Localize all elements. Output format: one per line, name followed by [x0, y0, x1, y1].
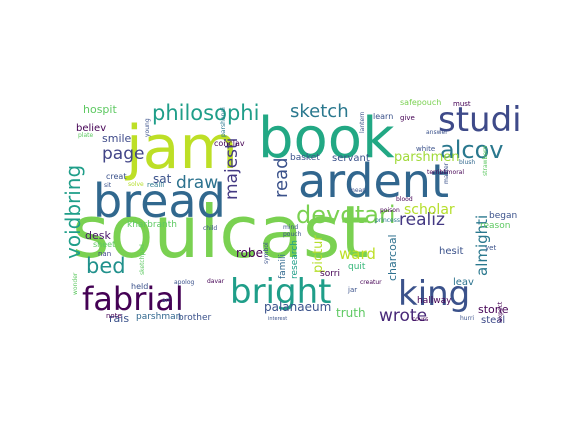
word: sheet — [93, 240, 116, 249]
word: strawberri — [482, 145, 489, 176]
word: sketchpad — [139, 244, 146, 275]
word: began — [489, 211, 518, 221]
word: note — [106, 312, 122, 320]
word: art — [162, 297, 171, 304]
word: quit — [348, 262, 366, 272]
word: philosophi — [152, 101, 260, 125]
word: conclav — [214, 139, 245, 148]
word: hurri — [460, 315, 475, 322]
word: scholar — [404, 202, 455, 218]
word: poison — [380, 207, 400, 214]
word: hospit — [83, 103, 117, 116]
word: terriblimoral — [427, 169, 465, 176]
word: held — [131, 282, 149, 291]
word: believ — [76, 123, 107, 134]
word: read — [271, 157, 292, 198]
word: apolog — [174, 279, 195, 286]
word: realli — [147, 181, 165, 189]
word: blush — [459, 159, 476, 166]
word: fabrial — [82, 280, 184, 318]
word: pouch — [283, 231, 302, 238]
word: bed — [86, 254, 126, 278]
word: sorri — [320, 269, 340, 279]
word: charcoal — [386, 234, 399, 281]
word: page — [102, 144, 145, 164]
word: ward — [339, 245, 376, 263]
word: famili — [278, 254, 288, 279]
word: rais — [109, 312, 130, 325]
word: safepouch — [400, 98, 442, 107]
word: parshmen — [394, 150, 460, 165]
word: solve — [128, 181, 144, 188]
word: must — [453, 100, 471, 108]
word: soulcast — [72, 190, 369, 274]
word: desk — [85, 229, 111, 242]
word: creatur — [360, 279, 382, 286]
word: mean — [349, 187, 367, 194]
word: jam — [126, 113, 238, 183]
word: bread — [93, 174, 226, 228]
word: stone — [478, 303, 509, 316]
word: truth — [336, 306, 366, 320]
word: hesit — [439, 246, 464, 257]
word: basket — [290, 153, 320, 163]
word: pictur — [311, 235, 326, 273]
word: answer — [426, 129, 448, 136]
word: sketch — [290, 101, 349, 122]
word: expect — [497, 301, 504, 322]
word: draw — [176, 173, 219, 193]
word: parshendi — [220, 107, 227, 137]
word: hallway — [417, 296, 452, 306]
word: book — [258, 106, 395, 171]
word: young — [144, 118, 151, 137]
word: research — [290, 240, 300, 279]
word: learn — [373, 112, 394, 121]
word: creat — [106, 172, 127, 181]
word: servant — [332, 153, 370, 164]
word: sit — [104, 182, 112, 189]
word: lantern — [359, 111, 366, 133]
word: studi — [438, 100, 522, 140]
word: brother — [178, 313, 212, 323]
word: sat — [153, 172, 172, 186]
word: nan — [98, 250, 112, 258]
word: white — [416, 145, 436, 153]
word: devotari — [296, 201, 396, 229]
word: alcov — [440, 136, 504, 164]
word: blood — [396, 196, 413, 203]
word: cours — [412, 316, 429, 323]
word: yet — [485, 244, 497, 252]
word: steal — [481, 315, 506, 326]
word: realiz — [399, 210, 445, 230]
word: ardent — [298, 154, 449, 208]
word: reason — [480, 221, 511, 231]
word: voidbring — [61, 164, 85, 259]
word: jar — [348, 286, 358, 294]
word: kharbranth — [127, 220, 177, 230]
word: parshman — [136, 312, 182, 322]
word: interest — [268, 316, 288, 322]
word: wonder — [72, 272, 79, 295]
word: bright — [230, 272, 332, 312]
word: leav — [453, 277, 474, 288]
word: king — [398, 274, 471, 314]
word: mind — [283, 224, 299, 231]
word: smile — [102, 132, 132, 145]
word: plate — [78, 132, 94, 139]
word: palanaeum — [264, 300, 332, 314]
word: wrote — [379, 306, 428, 326]
word: symbol — [263, 242, 270, 264]
word: give — [400, 114, 415, 122]
word: child — [203, 225, 218, 232]
word: davar — [207, 278, 225, 285]
word: robe — [236, 246, 264, 260]
word: princess — [375, 217, 400, 224]
